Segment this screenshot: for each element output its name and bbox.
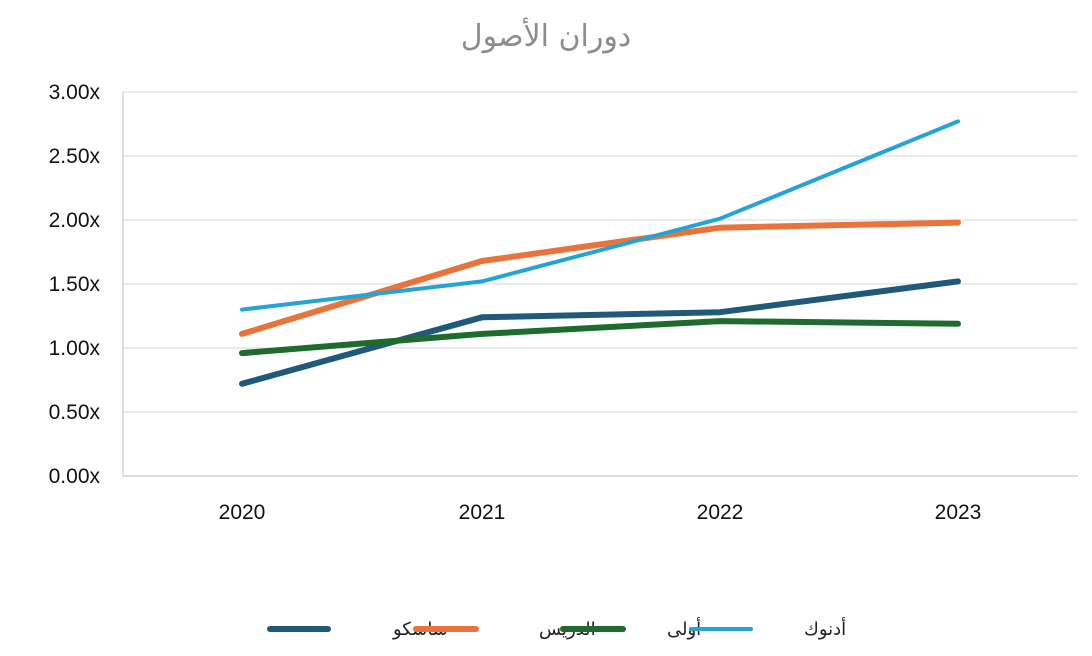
data-point [957, 323, 959, 325]
data-point [719, 218, 721, 220]
series-lines [239, 119, 961, 387]
data-point [481, 333, 483, 335]
axes: 0.00x 0.50x 1.00x 1.50x 2.00x 2.50x 3.00x 2020 2… [49, 81, 982, 524]
y-tick-label: 2.50x [49, 145, 101, 168]
y-tick-label: 0.50x [49, 401, 101, 424]
series-line-0 [239, 278, 961, 387]
data-point [957, 222, 959, 224]
y-tick-label: 1.50x [49, 273, 101, 296]
legend-item[interactable]: أولى [560, 617, 701, 640]
y-tick-label: 2.00x [49, 209, 101, 232]
y-tick-label: 3.00x [49, 81, 101, 104]
x-tick-label: 2021 [459, 501, 506, 524]
data-point [481, 280, 483, 282]
data-point [241, 352, 243, 354]
data-point [241, 309, 243, 311]
legend-item[interactable]: أدنوك [689, 617, 846, 640]
series-line-3 [240, 119, 960, 312]
x-tick-label: 2023 [935, 501, 982, 524]
data-point [241, 333, 243, 335]
y-tick-label: 0.00x [49, 465, 101, 488]
x-tick-label: 2022 [697, 501, 744, 524]
data-point [719, 227, 721, 229]
data-point [957, 280, 959, 282]
data-point [481, 316, 483, 318]
legend-label: أدنوك [804, 617, 846, 640]
legend: ساسكوالدريسأولىأدنوك [267, 617, 846, 640]
legend-label: أولى [667, 617, 701, 640]
data-point [241, 383, 243, 385]
series-line-2 [239, 318, 961, 357]
data-point [719, 320, 721, 322]
data-point [719, 311, 721, 313]
y-tick-label: 1.00x [49, 337, 101, 360]
x-tick-label: 2020 [219, 501, 266, 524]
data-point [481, 260, 483, 262]
chart-title: دوران الأصول [461, 16, 631, 54]
data-point [957, 120, 959, 122]
